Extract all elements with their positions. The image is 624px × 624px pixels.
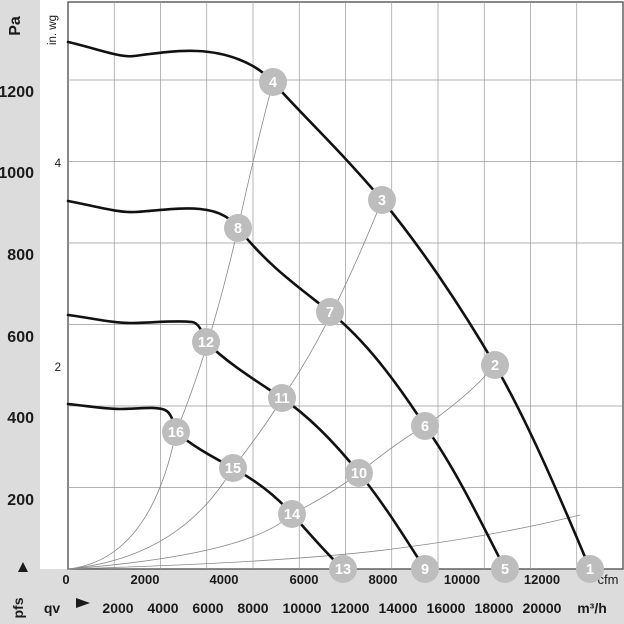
- svg-text:8: 8: [234, 221, 242, 237]
- svg-text:7: 7: [326, 305, 334, 321]
- svg-text:4000: 4000: [147, 600, 178, 616]
- svg-text:pfs: pfs: [10, 597, 26, 618]
- svg-text:4: 4: [55, 158, 62, 170]
- svg-text:1200: 1200: [0, 84, 34, 101]
- svg-text:14000: 14000: [379, 600, 418, 616]
- svg-text:Pa: Pa: [7, 16, 24, 36]
- svg-text:10: 10: [351, 466, 367, 482]
- svg-text:1: 1: [586, 562, 594, 578]
- svg-text:9: 9: [421, 562, 429, 578]
- svg-text:600: 600: [7, 329, 34, 346]
- svg-text:qv: qv: [44, 600, 61, 616]
- svg-text:16: 16: [168, 425, 184, 441]
- svg-text:800: 800: [7, 247, 34, 264]
- svg-text:2: 2: [491, 358, 499, 374]
- svg-text:m³/h: m³/h: [577, 600, 607, 616]
- svg-text:400: 400: [7, 410, 34, 427]
- svg-text:6000: 6000: [192, 600, 223, 616]
- svg-text:12000: 12000: [524, 572, 560, 587]
- svg-text:10000: 10000: [283, 600, 322, 616]
- svg-text:2000: 2000: [102, 600, 133, 616]
- svg-text:2000: 2000: [131, 572, 160, 587]
- svg-text:16000: 16000: [427, 600, 466, 616]
- svg-text:10000: 10000: [444, 572, 480, 587]
- svg-text:15: 15: [225, 461, 241, 477]
- svg-text:8000: 8000: [369, 572, 398, 587]
- svg-text:0: 0: [62, 572, 69, 587]
- svg-text:11: 11: [274, 391, 289, 407]
- svg-text:14: 14: [284, 507, 300, 523]
- svg-text:5: 5: [501, 562, 509, 578]
- svg-text:2: 2: [55, 362, 61, 374]
- svg-text:200: 200: [7, 492, 34, 509]
- svg-text:6000: 6000: [290, 572, 319, 587]
- svg-text:3: 3: [378, 193, 386, 209]
- svg-text:12000: 12000: [331, 600, 370, 616]
- svg-text:in. wg: in. wg: [47, 15, 59, 45]
- svg-text:13: 13: [335, 562, 351, 578]
- svg-text:8000: 8000: [237, 600, 268, 616]
- svg-text:20000: 20000: [523, 600, 562, 616]
- svg-text:4: 4: [269, 75, 277, 91]
- svg-text:18000: 18000: [475, 600, 514, 616]
- svg-text:12: 12: [198, 335, 214, 351]
- svg-text:6: 6: [421, 419, 429, 435]
- svg-text:1000: 1000: [0, 165, 34, 182]
- svg-text:4000: 4000: [210, 572, 239, 587]
